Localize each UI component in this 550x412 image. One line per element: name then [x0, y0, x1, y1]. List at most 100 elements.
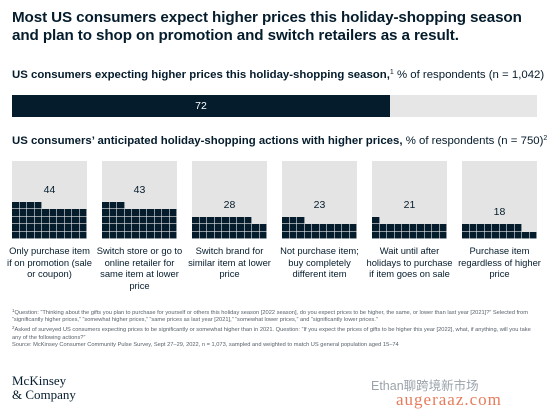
- action-panel: 21: [372, 161, 447, 239]
- unit-square: [102, 231, 110, 239]
- section1-unit: % of respondents (n = 1,042): [396, 69, 545, 81]
- unit-square: [244, 231, 252, 239]
- unit-square: [124, 209, 132, 217]
- section2-footnote-marker: 2: [543, 135, 548, 142]
- unit-square: [12, 224, 20, 232]
- unit-square: [237, 231, 245, 239]
- unit-square: [139, 231, 147, 239]
- unit-square: [139, 216, 147, 224]
- unit-square: [529, 231, 537, 239]
- unit-square: [102, 216, 110, 224]
- unit-square: [169, 216, 177, 224]
- action-unit-grid: [462, 224, 537, 239]
- footnote-2-marker: 2: [12, 325, 15, 331]
- unit-square: [27, 231, 35, 239]
- action-unit-grid: [12, 201, 87, 239]
- unit-square: [424, 224, 432, 232]
- footnotes: 1Question: “Thinking about the gifts you…: [12, 307, 540, 349]
- footnote-1-text: Question: “Thinking about the gifts you …: [12, 310, 528, 324]
- unit-square: [57, 216, 65, 224]
- unit-square: [372, 231, 380, 239]
- action-category-label: Switch brand for similar item at lower p…: [188, 245, 271, 280]
- action-unit-grid: [102, 201, 177, 239]
- unit-square: [19, 231, 27, 239]
- unit-square: [72, 216, 80, 224]
- mckinsey-logo: McKinsey & Company: [12, 374, 76, 402]
- unit-square: [162, 224, 170, 232]
- action-value-label: 21: [403, 198, 416, 211]
- action-panel: 43: [102, 161, 177, 239]
- section2-title: US consumers’ anticipated holiday-shoppi…: [12, 132, 547, 148]
- unit-square: [282, 216, 290, 224]
- unit-square: [484, 231, 492, 239]
- holiday-actions-chart: 44 Only purchase item if on promotion (sa…: [7, 161, 541, 291]
- section2-title-text: US consumers’ anticipated holiday-shoppi…: [12, 135, 403, 147]
- unit-square: [297, 224, 305, 232]
- section1-title-text: US consumers expecting higher prices thi…: [12, 69, 390, 81]
- unit-square: [27, 224, 35, 232]
- unit-square: [154, 231, 162, 239]
- unit-square: [117, 201, 125, 209]
- unit-square: [289, 216, 297, 224]
- unit-square: [199, 224, 207, 232]
- unit-square: [312, 231, 320, 239]
- unit-square: [469, 231, 477, 239]
- unit-square: [439, 231, 447, 239]
- unit-square: [469, 224, 477, 232]
- unit-square: [154, 224, 162, 232]
- unit-square: [522, 231, 530, 239]
- unit-square: [304, 231, 312, 239]
- unit-square: [34, 216, 42, 224]
- unit-square: [34, 231, 42, 239]
- unit-square: [409, 224, 417, 232]
- unit-square: [117, 231, 125, 239]
- footnote-1: 1Question: “Thinking about the gifts you…: [12, 307, 540, 324]
- unit-square: [282, 224, 290, 232]
- unit-square: [514, 231, 522, 239]
- unit-square: [342, 224, 350, 232]
- unit-square: [49, 216, 57, 224]
- unit-square: [304, 224, 312, 232]
- unit-square: [319, 231, 327, 239]
- unit-square: [57, 224, 65, 232]
- logo-line-1: McKinsey: [12, 373, 67, 388]
- unit-square: [72, 209, 80, 217]
- unit-square: [49, 231, 57, 239]
- unit-square: [492, 231, 500, 239]
- unit-square: [394, 224, 402, 232]
- unit-square: [72, 224, 80, 232]
- unit-square: [42, 224, 50, 232]
- unit-square: [259, 224, 267, 232]
- unit-square: [492, 224, 500, 232]
- expecting-higher-prices-bar-track: 72: [12, 95, 537, 117]
- unit-square: [124, 224, 132, 232]
- unit-square: [484, 224, 492, 232]
- unit-square: [79, 231, 87, 239]
- unit-square: [42, 231, 50, 239]
- unit-square: [162, 209, 170, 217]
- unit-square: [379, 231, 387, 239]
- unit-square: [402, 231, 410, 239]
- unit-square: [192, 231, 200, 239]
- unit-square: [117, 216, 125, 224]
- unit-square: [207, 231, 215, 239]
- unit-square: [49, 209, 57, 217]
- footnote-1-marker: 1: [12, 308, 15, 313]
- unit-square: [199, 231, 207, 239]
- unit-square: [334, 224, 342, 232]
- unit-square: [192, 216, 200, 224]
- unit-square: [297, 231, 305, 239]
- action-panel: 18: [462, 161, 537, 239]
- unit-square: [117, 209, 125, 217]
- unit-square: [514, 224, 522, 232]
- unit-square: [147, 209, 155, 217]
- unit-square: [334, 231, 342, 239]
- unit-square: [109, 231, 117, 239]
- action-value-label: 28: [223, 198, 236, 211]
- unit-square: [222, 216, 230, 224]
- unit-square: [102, 201, 110, 209]
- unit-square: [64, 231, 72, 239]
- unit-square: [109, 209, 117, 217]
- unit-square: [507, 224, 515, 232]
- unit-square: [222, 231, 230, 239]
